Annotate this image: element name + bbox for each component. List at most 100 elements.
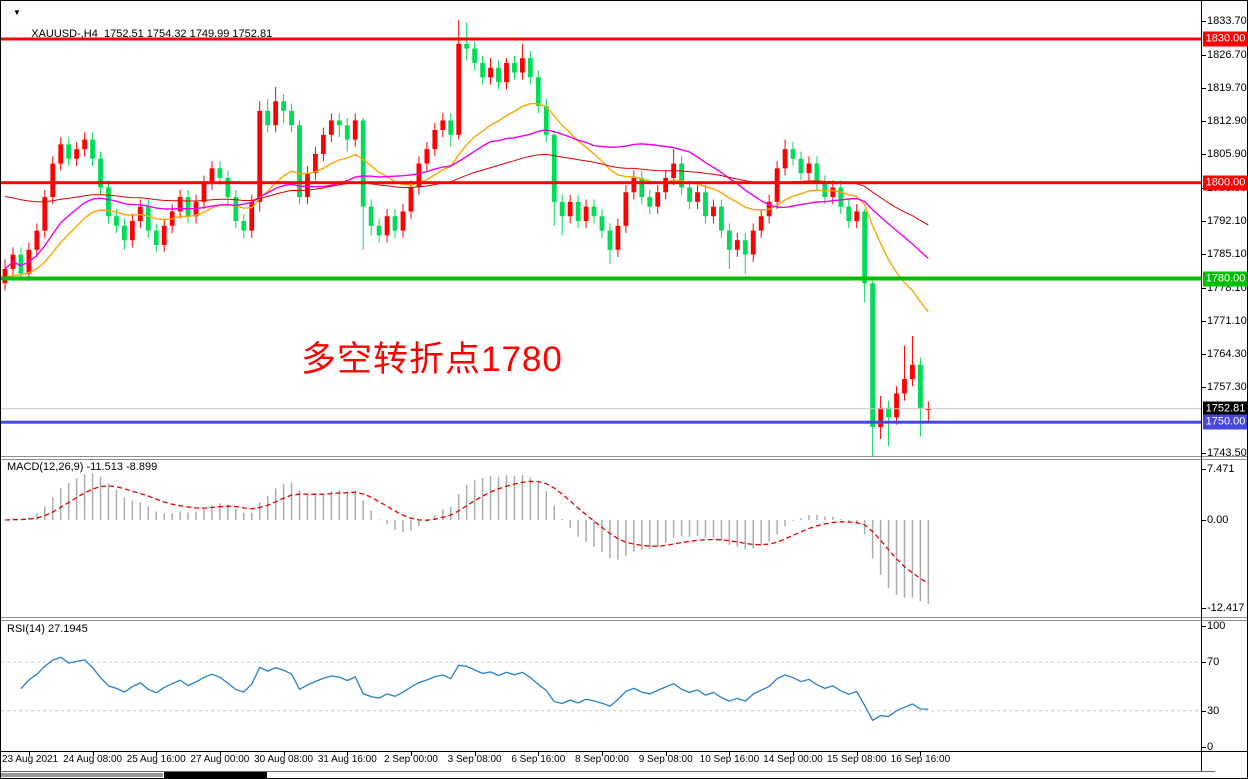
macd-layer (4, 473, 930, 604)
price-axis-label: 1764.30 (1207, 347, 1247, 360)
time-axis-label: 14 Sep 00:00 (763, 754, 823, 765)
price-axis-label: 1743.50 (1207, 447, 1247, 460)
axis-tick (1201, 220, 1206, 222)
time-axis-label: 6 Sep 16:00 (511, 754, 566, 765)
axis-tick (1201, 120, 1206, 122)
axis-tick (1201, 469, 1206, 470)
rsi-layer (1, 656, 1201, 722)
axis-tick (1201, 353, 1206, 355)
panel-separator (1, 620, 1247, 621)
axis-tick (1201, 387, 1206, 389)
macd-scale-max: 7.471 (1207, 463, 1235, 475)
hlines-layer (1, 37, 1201, 424)
time-tick (602, 751, 603, 756)
rsi-label: RSI(14) 27.1945 (7, 623, 88, 635)
ma-mid (4, 129, 929, 270)
time-axis-label: 31 Aug 16:00 (317, 754, 377, 765)
macd-scale-min: -12.417 (1207, 602, 1245, 614)
axis-tick (1201, 711, 1206, 712)
chart-title-text: XAUUSD-,H4 1752.51 1754.32 1749.99 1752.… (31, 28, 273, 40)
price-axis-label: 1792.10 (1207, 214, 1247, 227)
candles-layer (2, 19, 931, 456)
axis-tick (1201, 88, 1206, 90)
time-tick (156, 751, 158, 756)
time-tick (92, 751, 94, 756)
price-level-badge: 1752.81 (1203, 401, 1247, 417)
time-tick (474, 751, 476, 756)
time-axis-label: 3 Sep 08:00 (447, 754, 502, 765)
axis-tick (1201, 54, 1206, 56)
price-axis-label: 1785.10 (1207, 248, 1247, 261)
hline-1830[interactable] (1, 37, 1201, 41)
time-axis-label: 30 Aug 08:00 (254, 754, 314, 765)
rsi-line (20, 656, 929, 722)
panel-separator (1, 459, 1247, 460)
panel-separator (1, 617, 1247, 618)
time-tick (219, 751, 221, 756)
time-axis-label: 9 Sep 08:00 (638, 754, 693, 765)
axis-tick (1201, 154, 1206, 156)
rsi-scale-70: 70 (1207, 656, 1220, 668)
hline-1750[interactable] (1, 420, 1201, 424)
h-scrollbar-track[interactable] (1, 771, 1215, 772)
macd-scale-zero: 0.00 (1207, 514, 1229, 526)
ma-fast (4, 102, 929, 313)
rsi-scale-30: 30 (1207, 705, 1220, 717)
price-level-badge: 1780.00 (1203, 271, 1247, 286)
time-tick (665, 751, 667, 756)
price-axis-label: 1812.90 (1207, 114, 1247, 127)
axis-tick (1201, 747, 1206, 748)
price-axis-label: 1757.30 (1207, 381, 1247, 394)
panel-separator (1, 456, 1247, 457)
time-axis-label: 10 Sep 16:00 (699, 754, 760, 765)
annotation-text: 多空转折点1780 (301, 340, 563, 379)
time-tick (538, 751, 540, 756)
axis-tick (1201, 287, 1206, 289)
hline-1752.81[interactable] (1, 408, 1201, 410)
hline-1800[interactable] (1, 181, 1201, 185)
time-tick (283, 751, 285, 756)
time-axis-label: 27 Aug 00:00 (190, 754, 250, 765)
time-axis-label: 23 Aug 2021 (2, 754, 59, 765)
symbol-marker-icon: ▼ (13, 8, 21, 17)
axis-tick (1201, 662, 1206, 663)
price-axis-label: 1833.70 (1207, 15, 1247, 28)
time-tick (920, 751, 922, 756)
moving-averages-layer (4, 102, 929, 313)
price-level-badge: 1830.00 (1203, 31, 1247, 47)
price-level-badge: 1750.00 (1203, 414, 1247, 430)
time-tick (793, 751, 794, 756)
axis-tick (1201, 626, 1206, 627)
time-tick (411, 751, 412, 756)
axis-tick (1201, 520, 1206, 521)
time-tick (28, 751, 30, 756)
h-scrollbar-leading[interactable] (1, 773, 163, 777)
time-axis-label: 24 Aug 08:00 (63, 754, 123, 765)
price-axis-label: 1819.70 (1207, 82, 1247, 95)
price-axis-line (1201, 1, 1202, 771)
axis-tick (1201, 254, 1206, 256)
price-axis-label: 1805.90 (1207, 148, 1247, 161)
time-tick (729, 751, 731, 756)
price-level-badge: 1800.00 (1203, 175, 1247, 191)
axis-tick (1201, 453, 1206, 455)
macd-label: MACD(12,26,9) -11.513 -8.899 (7, 461, 158, 473)
axis-tick (1201, 321, 1206, 323)
axis-tick (1201, 21, 1206, 23)
hline-1780[interactable] (1, 276, 1201, 281)
rsi-scale-100: 100 (1207, 620, 1226, 632)
time-axis-label: 2 Sep 00:00 (384, 754, 438, 765)
time-axis-label: 25 Aug 16:00 (126, 754, 186, 765)
time-axis-label: 16 Sep 16:00 (890, 754, 951, 765)
time-axis-label: 8 Sep 00:00 (575, 754, 629, 765)
axis-tick (1201, 608, 1206, 609)
price-axis-label: 1826.70 (1207, 48, 1247, 61)
time-tick (347, 751, 349, 756)
macd-signal-line (4, 480, 929, 585)
h-scrollbar-thumb[interactable] (164, 772, 267, 778)
time-axis-line (1, 751, 1247, 752)
time-tick (856, 751, 858, 756)
time-axis-label: 15 Sep 08:00 (826, 754, 887, 765)
